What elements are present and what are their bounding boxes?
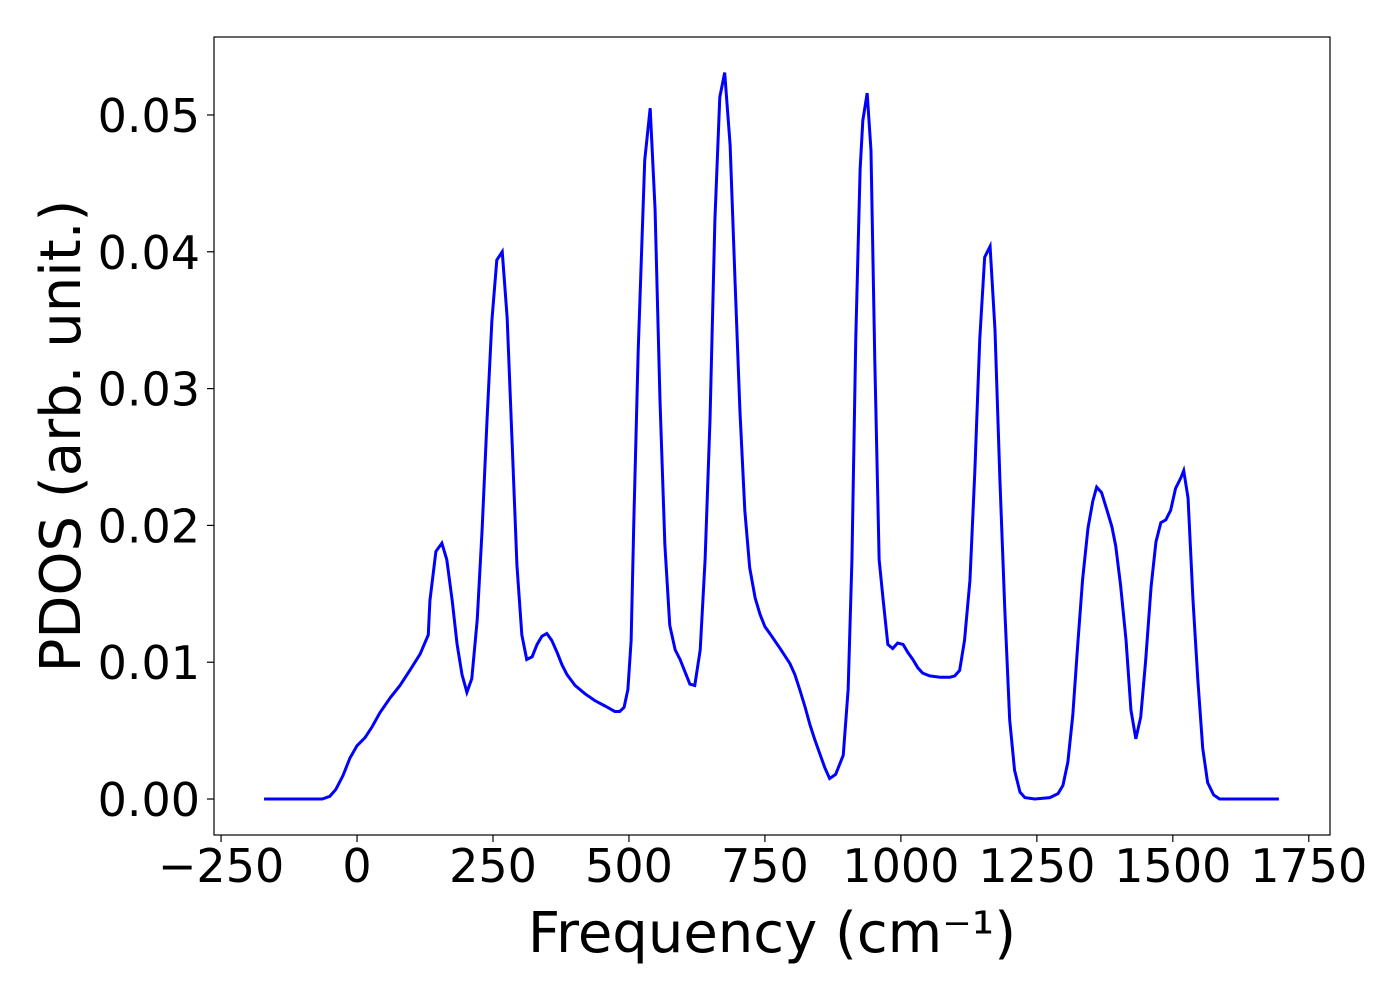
x-tick-label: 1500	[1114, 839, 1231, 893]
y-tick-label: 0.03	[98, 363, 200, 417]
x-tick-label: 0	[342, 839, 371, 893]
x-tick-label: 1250	[978, 839, 1095, 893]
y-tick-label: 0.05	[98, 89, 200, 143]
y-axis-label: PDOS (arb. unit.)	[29, 200, 94, 673]
plot-frame	[213, 36, 1331, 836]
x-axis-label: Frequency (cm⁻¹)	[528, 901, 1016, 966]
y-tick-label: 0.02	[98, 499, 200, 553]
x-tick-label: 1750	[1250, 839, 1367, 893]
x-tick-label: 250	[449, 839, 537, 893]
data-line	[264, 72, 1279, 801]
x-tick-label: 750	[721, 839, 809, 893]
y-tick-label: 0.00	[98, 773, 200, 827]
x-tick-label: 1000	[842, 839, 959, 893]
y-tick-label: 0.01	[98, 636, 200, 690]
x-tick-label: 500	[585, 839, 673, 893]
x-tick-label: −250	[158, 839, 284, 893]
y-tick-label: 0.04	[98, 226, 200, 280]
